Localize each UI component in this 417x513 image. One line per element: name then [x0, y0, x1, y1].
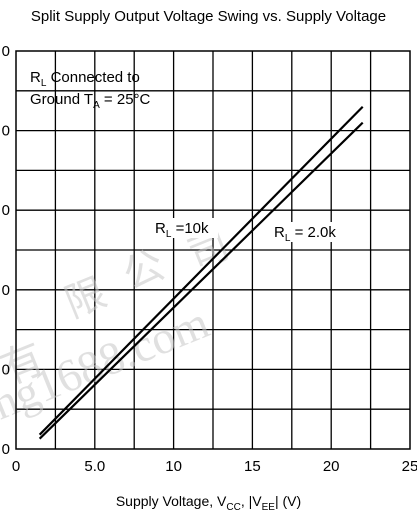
series-line-rl-2k [38, 121, 364, 440]
watermark-glyph: 限 [59, 270, 113, 327]
x-tick-label: 15 [244, 458, 261, 475]
series-label-2k: RL = 2.0k [274, 224, 336, 244]
condition-line-2: Ground TA = 25°C [30, 91, 151, 111]
x-tick-label: 10 [165, 458, 182, 475]
grid [16, 51, 410, 449]
series-label-10k: RL =10k [155, 220, 209, 240]
x-tick-label: 20 [323, 458, 340, 475]
series-line-rl-10k [38, 105, 364, 436]
x-tick-label: 0 [12, 458, 20, 475]
series-lines [38, 105, 364, 440]
condition-line-1: RL Connected to [30, 69, 140, 89]
y-tick-label: 0 [2, 202, 10, 219]
y-tick-label: 0 [2, 43, 10, 60]
y-tick-label: 0 [2, 441, 10, 458]
x-tick-label: 5.0 [84, 458, 105, 475]
y-tick-label: 0 [2, 123, 10, 140]
chart-plot: 有限公司ng1688.com 0 5.0 10 15 20 25000000 RL Con… [0, 43, 417, 475]
watermark: 有限公司ng1688.com [0, 222, 235, 430]
x-axis-label: Supply Voltage, VCC, |VEE| (V) [115, 493, 302, 513]
x-tick-label: 25 [402, 458, 417, 475]
chart-title: Split Supply Output Voltage Swing vs. Su… [30, 8, 387, 25]
y-tick-label: 0 [2, 361, 10, 378]
series-label-bg-2k [270, 222, 346, 242]
y-tick-label: 0 [2, 282, 10, 299]
plot-frame [15, 50, 411, 450]
series-label-bg-10k [150, 218, 218, 238]
